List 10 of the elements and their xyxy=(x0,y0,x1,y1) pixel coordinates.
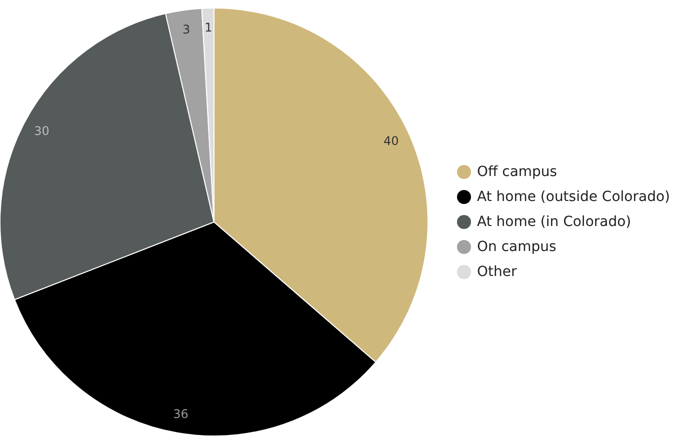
legend-label: Other xyxy=(477,264,517,280)
legend-label: At home (in Colorado) xyxy=(477,214,632,230)
legend-label: On campus xyxy=(477,239,556,255)
legend-label: Off campus xyxy=(477,164,558,180)
data-label: 30 xyxy=(34,124,50,138)
legend-label: At home (outside Colorado) xyxy=(477,189,670,205)
data-label: 3 xyxy=(182,22,190,36)
data-label: 36 xyxy=(173,406,188,421)
data-label: 40 xyxy=(384,134,399,148)
data-label: 1 xyxy=(204,20,212,34)
